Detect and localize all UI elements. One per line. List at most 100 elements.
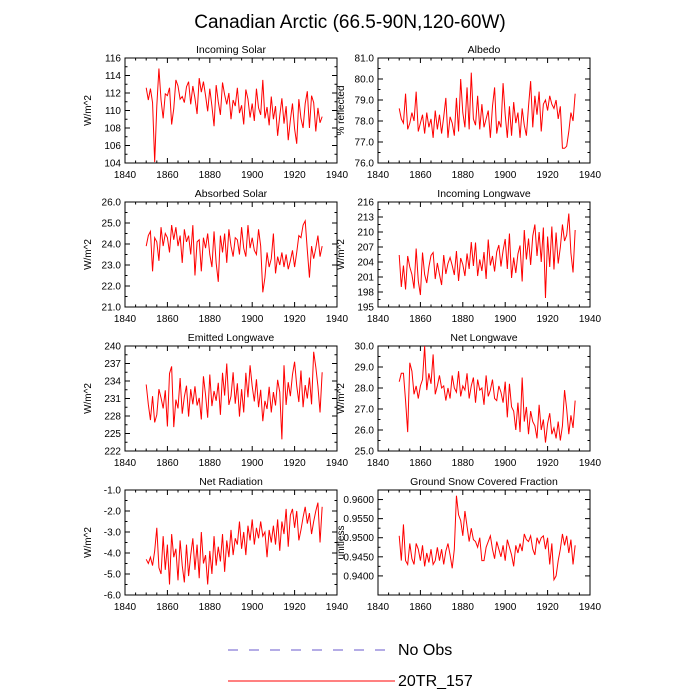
panel-net-longwave-xtick-label: 1920 bbox=[536, 458, 559, 469]
panel-net-radiation-xtick-label: 1900 bbox=[241, 602, 264, 613]
panel-absorbed-solar-ytick-label: 25.0 bbox=[102, 219, 122, 230]
panel-incoming-longwave-ytick-label: 210 bbox=[357, 228, 374, 239]
panel-net-longwave-xtick-label: 1880 bbox=[452, 458, 475, 469]
panel-emitted-longwave-title: Emitted Longwave bbox=[188, 332, 275, 344]
panel-albedo-xtick-label: 1920 bbox=[536, 170, 559, 181]
legend-label-no-obs: No Obs bbox=[398, 642, 452, 659]
panel-net-longwave-series-line bbox=[398, 345, 576, 443]
panel-ground-snow-covered-fraction-series-line bbox=[398, 495, 576, 582]
panel-albedo-ytick-label: 80.0 bbox=[355, 75, 375, 86]
panel-incoming-solar-xtick-label: 1860 bbox=[156, 170, 179, 181]
panel-incoming-longwave-xtick-label: 1860 bbox=[409, 314, 432, 325]
panel-albedo-ytick-label: 81.0 bbox=[355, 54, 375, 65]
panel-ground-snow-covered-fraction-xtick-label: 1880 bbox=[452, 602, 475, 613]
panel-net-longwave-ytick-label: 26.0 bbox=[355, 426, 375, 437]
panel-incoming-longwave-xtick-label: 1920 bbox=[536, 314, 559, 325]
panel-absorbed-solar-xtick-label: 1840 bbox=[114, 314, 137, 325]
panel-net-radiation-xtick-label: 1940 bbox=[326, 602, 349, 613]
panel-ground-snow-covered-fraction: Ground Snow Covered Fraction 1840 1860 1880… bbox=[336, 476, 602, 613]
panel-net-radiation-xtick-label: 1880 bbox=[199, 602, 222, 613]
panel-incoming-solar-series-line bbox=[145, 68, 323, 163]
panel-incoming-longwave-ytick-label: 195 bbox=[357, 303, 374, 314]
panel-net-longwave-ytick-label: 25.0 bbox=[355, 447, 375, 458]
panel-emitted-longwave-ytick-label: 237 bbox=[104, 359, 121, 370]
panel-net-longwave-ytick-label: 27.0 bbox=[355, 405, 375, 416]
panel-albedo-xtick-label: 1860 bbox=[409, 170, 432, 181]
panel-incoming-longwave-title: Incoming Longwave bbox=[437, 188, 531, 200]
panel-albedo-ytick-label: 79.0 bbox=[355, 96, 375, 107]
panel-emitted-longwave-xtick-label: 1880 bbox=[199, 458, 222, 469]
panel-incoming-longwave-ytick-label: 213 bbox=[357, 213, 374, 224]
panel-net-radiation-frame bbox=[124, 489, 338, 596]
legend: No Obs 20TR_157 bbox=[228, 642, 473, 690]
panel-ground-snow-covered-fraction-ytick-label: 0.9550 bbox=[343, 514, 374, 525]
panel-incoming-longwave-xtick-label: 1900 bbox=[494, 314, 517, 325]
panel-albedo-xtick-label: 1840 bbox=[367, 170, 390, 181]
panel-net-longwave-title: Net Longwave bbox=[450, 332, 517, 344]
panel-incoming-solar-ytick-label: 116 bbox=[105, 54, 121, 65]
panel-emitted-longwave-ytick-label: 240 bbox=[104, 342, 121, 353]
panel-incoming-solar-ytick-label: 112 bbox=[105, 89, 121, 100]
panel-ground-snow-covered-fraction-xtick-label: 1920 bbox=[536, 602, 559, 613]
panel-incoming-longwave-series-line bbox=[398, 213, 576, 299]
panel-incoming-longwave-ytick-label: 201 bbox=[357, 273, 374, 284]
panel-ground-snow-covered-fraction-xtick-label: 1900 bbox=[494, 602, 517, 613]
panel-incoming-solar-xtick-label: 1880 bbox=[199, 170, 222, 181]
panel-incoming-longwave-ylabel: W/m^2 bbox=[336, 239, 347, 270]
panel-albedo-ylabel: % reflected bbox=[336, 85, 347, 135]
panel-emitted-longwave-ytick-label: 225 bbox=[104, 429, 121, 440]
panel-incoming-solar-ytick-label: 104 bbox=[104, 159, 121, 170]
panel-albedo-xtick-label: 1880 bbox=[452, 170, 475, 181]
panel-net-longwave-ytick-label: 30.0 bbox=[355, 342, 375, 353]
panel-incoming-solar-ytick-label: 110 bbox=[105, 106, 121, 117]
panel-absorbed-solar-ytick-label: 26.0 bbox=[102, 198, 122, 209]
legend-label-20tr-157: 20TR_157 bbox=[398, 673, 473, 690]
panel-ground-snow-covered-fraction-xtick-label: 1840 bbox=[367, 602, 390, 613]
panel-emitted-longwave-ytick-label: 234 bbox=[104, 377, 121, 388]
panel-incoming-solar-ytick-label: 114 bbox=[105, 71, 121, 82]
panel-net-radiation-xtick-label: 1920 bbox=[283, 602, 306, 613]
panel-ground-snow-covered-fraction-ytick-label: 0.9450 bbox=[343, 552, 374, 563]
panel-incoming-longwave-xtick-label: 1940 bbox=[579, 314, 602, 325]
panel-emitted-longwave-xtick-label: 1860 bbox=[156, 458, 179, 469]
panel-emitted-longwave-xtick-label: 1940 bbox=[326, 458, 349, 469]
panel-incoming-solar: Incoming Solar 1840 1860 1880 1900 1920 1940 10… bbox=[83, 44, 349, 181]
panel-net-radiation-ytick-label: -4.0 bbox=[104, 549, 122, 560]
panel-net-radiation: Net Radiation 1840 1860 1880 1900 1920 1940 -1.… bbox=[83, 476, 349, 613]
panels: Incoming Solar 1840 1860 1880 1900 1920 1940 10… bbox=[83, 44, 602, 613]
panel-emitted-longwave-series-line bbox=[145, 351, 323, 440]
panel-net-longwave-xtick-label: 1900 bbox=[494, 458, 517, 469]
panel-albedo-frame bbox=[377, 57, 591, 164]
panel-net-longwave: Net Longwave 1840 1860 1880 1900 1920 1940 25.0… bbox=[336, 332, 602, 469]
panel-net-longwave-ytick-label: 29.0 bbox=[355, 363, 375, 374]
panel-net-radiation-xtick-label: 1840 bbox=[114, 602, 137, 613]
panel-incoming-solar-title: Incoming Solar bbox=[196, 44, 267, 56]
panel-incoming-longwave-ytick-label: 216 bbox=[357, 198, 374, 209]
panel-incoming-longwave-xtick-label: 1880 bbox=[452, 314, 475, 325]
panel-albedo-ytick-label: 77.0 bbox=[355, 138, 375, 149]
panel-incoming-solar-ytick-label: 106 bbox=[104, 141, 121, 152]
panel-ground-snow-covered-fraction-ytick-label: 0.9600 bbox=[343, 495, 374, 506]
panel-absorbed-solar-ytick-label: 23.0 bbox=[102, 261, 122, 272]
panel-emitted-longwave-ytick-label: 222 bbox=[104, 447, 121, 458]
panel-emitted-longwave-ylabel: W/m^2 bbox=[83, 383, 94, 414]
panel-emitted-longwave-xtick-label: 1900 bbox=[241, 458, 264, 469]
panel-ground-snow-covered-fraction-ytick-label: 0.9400 bbox=[343, 571, 374, 582]
panel-incoming-solar-xtick-label: 1840 bbox=[114, 170, 137, 181]
panel-absorbed-solar-xtick-label: 1920 bbox=[283, 314, 306, 325]
panel-net-longwave-xtick-label: 1860 bbox=[409, 458, 432, 469]
panel-emitted-longwave: Emitted Longwave 1840 1860 1880 1900 1920 1940… bbox=[83, 332, 349, 469]
panel-incoming-longwave: Incoming Longwave 1840 1860 1880 1900 1920 194… bbox=[336, 188, 602, 325]
panel-absorbed-solar: Absorbed Solar 1840 1860 1880 1900 1920 1940 21… bbox=[83, 188, 349, 325]
panel-net-radiation-ytick-label: -3.0 bbox=[104, 528, 122, 539]
panel-net-longwave-ytick-label: 28.0 bbox=[355, 384, 375, 395]
panel-emitted-longwave-xtick-label: 1840 bbox=[114, 458, 137, 469]
panel-ground-snow-covered-fraction-xtick-label: 1860 bbox=[409, 602, 432, 613]
panel-incoming-solar-xtick-label: 1920 bbox=[283, 170, 306, 181]
panel-incoming-longwave-xtick-label: 1840 bbox=[367, 314, 390, 325]
panel-net-radiation-series-line bbox=[145, 502, 323, 585]
panel-absorbed-solar-ytick-label: 22.0 bbox=[102, 282, 122, 293]
panel-emitted-longwave-frame bbox=[124, 345, 338, 452]
panel-net-radiation-ylabel: W/m^2 bbox=[83, 527, 94, 558]
